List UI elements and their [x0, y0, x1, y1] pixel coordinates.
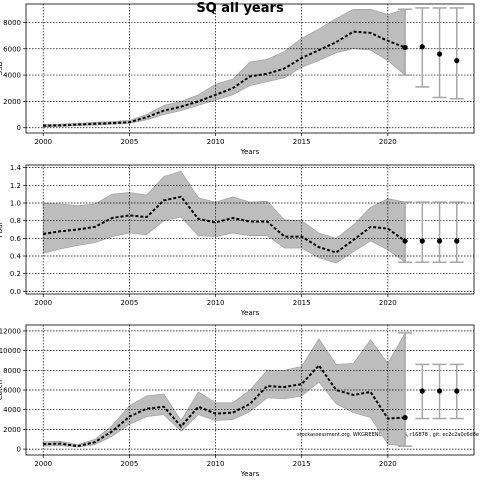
plot-area	[26, 325, 474, 455]
y-axis-label: Catch	[0, 380, 4, 400]
confidence-band	[42, 8, 406, 127]
x-tick-label: 2005	[120, 299, 138, 307]
y-tick-label: 1.4	[10, 164, 22, 172]
x-tick-label: 2015	[293, 460, 311, 468]
y-tick-label: 0	[17, 446, 21, 454]
panel-ssb: 2000 2005 2010 2015 2020 0 2000 4000 6000 8000 Yea…	[0, 3, 475, 156]
confidence-band	[42, 170, 406, 264]
x-tick-label: 2010	[207, 460, 225, 468]
x-tick-label: 2020	[379, 460, 397, 468]
forecast-point	[454, 58, 460, 64]
y-tick-label: 12000	[0, 327, 21, 335]
y-tick-label: 2000	[3, 426, 21, 434]
y-tick-label: 8000	[3, 19, 21, 27]
x-tick-label: 2000	[34, 299, 52, 307]
y-tick-label: 0.4	[10, 253, 22, 261]
x-tick-label: 2000	[34, 460, 52, 468]
x-tick-label: 2020	[379, 138, 397, 146]
panel-catch: 2000 2005 2010 2015 2020 0 2000 4000 6000 8000 100…	[0, 324, 475, 478]
y-axis-label: Fbar	[0, 222, 4, 238]
x-tick-label: 2000	[34, 138, 52, 146]
y-tick-label: 6000	[3, 45, 21, 53]
y-axis-label: SSB	[0, 61, 4, 75]
x-tick-label: 2015	[293, 138, 311, 146]
axes-frame	[25, 3, 475, 134]
x-tick-label: 2010	[207, 138, 225, 146]
forecast-point	[436, 51, 443, 57]
y-tick-label: 1.2	[10, 182, 21, 190]
y-tick-label: 8000	[3, 367, 21, 375]
forecast-point	[402, 238, 408, 244]
forecast-point	[419, 44, 425, 50]
x-axis-label: Years	[240, 309, 260, 317]
plot-area	[26, 165, 474, 294]
forecast-point	[436, 388, 443, 394]
panel-fbar: 2000 2005 2010 2015 2020 0.0 0.2 0.4 0.6 0.8 1.0 1.…	[0, 164, 475, 317]
x-tick-label: 2005	[120, 138, 138, 146]
plot-area	[26, 4, 474, 133]
y-tick-label: 0.6	[10, 235, 22, 243]
estimate-line	[43, 363, 406, 448]
x-tick-label: 2010	[207, 299, 225, 307]
x-axis-label: Years	[240, 470, 260, 478]
estimate-line	[43, 30, 406, 127]
forecast-point	[436, 238, 443, 244]
y-tick-label: 4000	[3, 72, 21, 80]
axes-frame	[25, 164, 475, 295]
y-tick-label: 0.0	[10, 288, 21, 296]
forecast-point	[419, 388, 425, 394]
forecast-point	[402, 44, 408, 51]
forecast-point	[454, 388, 460, 394]
forecast-point	[402, 414, 408, 421]
y-tick-label: 4000	[3, 406, 21, 414]
estimate-line	[43, 195, 406, 254]
y-tick-label: 0.8	[10, 217, 21, 225]
x-tick-label: 2015	[293, 299, 311, 307]
y-tick-label: 2000	[3, 98, 21, 106]
y-tick-label: 0.2	[10, 270, 21, 278]
x-axis-label: Years	[240, 148, 260, 156]
y-tick-label: 10000	[0, 347, 21, 355]
figure-title: SQ all years	[196, 1, 284, 16]
y-tick-label: 6000	[3, 387, 21, 395]
y-tick-label: 0	[17, 124, 21, 132]
forecast-point	[454, 238, 460, 244]
forecast-point	[419, 238, 425, 244]
x-tick-label: 2005	[120, 460, 138, 468]
x-tick-label: 2020	[379, 299, 397, 307]
y-tick-label: 1.0	[10, 199, 21, 207]
